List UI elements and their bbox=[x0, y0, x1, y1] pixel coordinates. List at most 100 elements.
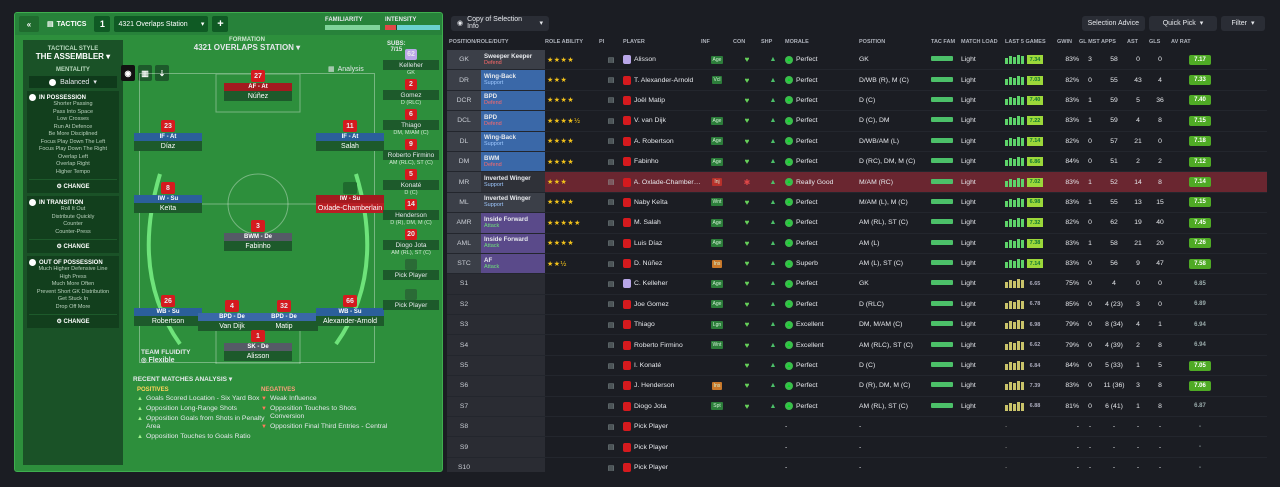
depth-view-icon[interactable]: ⇣ bbox=[155, 65, 169, 81]
tactical-style-select[interactable]: THE ASSEMBLER ▾ bbox=[35, 52, 111, 61]
role-duty[interactable] bbox=[481, 457, 545, 472]
pitch-player[interactable]: 3 BWM - De Fabinho bbox=[224, 220, 292, 251]
role-duty[interactable]: Sweeper Keeper Defend bbox=[481, 50, 545, 70]
table-row[interactable]: S2 ▤ Joe Gomez Age ♥ ▲ ▲ Perfect D (RLC) Light 6.7… bbox=[447, 294, 1267, 316]
pi-icon[interactable]: ▤ bbox=[607, 158, 615, 166]
player-cell[interactable]: C. Kelleher bbox=[623, 279, 701, 289]
player-cell[interactable]: Diogo Jota bbox=[623, 401, 701, 411]
sub-slot[interactable]: Pick Player bbox=[383, 289, 439, 317]
role-duty[interactable]: Inverted Winger Support bbox=[481, 172, 545, 192]
role-duty[interactable]: Inverted Winger Support bbox=[481, 192, 545, 213]
player-cell[interactable]: Roberto Firmino bbox=[623, 340, 701, 350]
table-row[interactable]: S10 ▤ Pick Player - - - - - - - - - bbox=[447, 457, 1267, 472]
pitch-player[interactable]: 26 WB - Su Robertson bbox=[134, 295, 202, 326]
table-row[interactable]: S3 ▤ Thiago Lgn ♥ ▲ ▲ Excellent DM, M/AM (C) Ligh… bbox=[447, 315, 1267, 336]
pi-icon[interactable]: ▤ bbox=[607, 138, 615, 146]
column-header[interactable]: APPS bbox=[1101, 39, 1116, 45]
tactic-select[interactable]: 4321 Overlaps Station ▾ bbox=[114, 16, 209, 32]
table-row[interactable]: DL Wing-Back Support ★★★★ ▤ A. Robertson Age ♥ ▲… bbox=[447, 131, 1267, 152]
player-cell[interactable]: Thiago bbox=[623, 320, 701, 330]
sub-slot[interactable]: 20 Diogo Jota AM (RL), ST (C) bbox=[383, 229, 439, 257]
pi-icon[interactable]: ▤ bbox=[607, 199, 615, 207]
sub-slot[interactable]: 6 Thiago DM, M/AM (C) bbox=[383, 109, 439, 137]
pi-icon[interactable]: ▤ bbox=[607, 444, 615, 452]
stats-view-icon[interactable]: ▥ bbox=[138, 65, 152, 81]
player-cell[interactable]: Pick Player bbox=[623, 442, 701, 452]
column-header[interactable]: CON bbox=[733, 39, 746, 45]
role-duty[interactable]: AF Attack bbox=[481, 253, 545, 274]
add-tactic-button[interactable]: + bbox=[212, 16, 229, 32]
player-cell[interactable]: A. Robertson bbox=[623, 136, 701, 146]
pitch-player[interactable]: 1 SK - De Alisson bbox=[224, 330, 292, 361]
column-header[interactable]: ROLE ABILITY bbox=[545, 39, 583, 45]
role-duty[interactable] bbox=[481, 335, 545, 355]
table-row[interactable]: DCR BPD Defend ★★★★ ▤ Joël Matip ♥ ▲ ▲ Perfect D (… bbox=[447, 90, 1267, 112]
column-header[interactable]: POSITION/ROLE/DUTY bbox=[449, 39, 509, 45]
pi-icon[interactable]: ▤ bbox=[607, 423, 615, 431]
pi-icon[interactable]: ▤ bbox=[607, 280, 615, 288]
pi-icon[interactable]: ▤ bbox=[607, 117, 615, 125]
column-header[interactable]: MATCH LOAD bbox=[961, 39, 998, 45]
role-duty[interactable] bbox=[481, 396, 545, 417]
pi-icon[interactable]: ▤ bbox=[607, 362, 615, 370]
role-duty[interactable]: Wing-Back Support bbox=[481, 131, 545, 151]
column-header[interactable]: AST bbox=[1127, 39, 1138, 45]
column-header[interactable]: INF bbox=[701, 39, 710, 45]
player-cell[interactable]: I. Konaté bbox=[623, 361, 701, 371]
pi-icon[interactable]: ▤ bbox=[607, 403, 615, 411]
table-row[interactable]: S4 ▤ Roberto Firmino Wnt ♥ ▲ ▲ Excellent AM (RLC… bbox=[447, 335, 1267, 356]
table-row[interactable]: S5 ▤ I. Konaté ♥ ▲ ▲ Perfect D (C) Light 6.84 84% 0… bbox=[447, 355, 1267, 377]
role-duty[interactable]: Inside Forward Attack bbox=[481, 233, 545, 253]
column-header[interactable]: GWIN bbox=[1057, 39, 1072, 45]
column-header[interactable]: GLS bbox=[1149, 39, 1161, 45]
table-row[interactable]: DCL BPD Defend ★★★★½ ▤ V. van Dijk Age ♥ ▲ ▲ Perfe… bbox=[447, 111, 1267, 132]
change-oop-button[interactable]: ⚙ CHANGE bbox=[29, 314, 117, 325]
player-cell[interactable]: J. Henderson bbox=[623, 381, 701, 391]
pitch-player[interactable]: 23 IF - At Díaz bbox=[134, 120, 202, 151]
player-cell[interactable]: T. Alexander-Arnold bbox=[623, 75, 701, 85]
table-row[interactable]: DM BWM Defend ★★★★ ▤ Fabinho Age ♥ ▲ ▲ Perfect D (R… bbox=[447, 151, 1267, 173]
tactic-slot[interactable]: 1 bbox=[94, 16, 111, 32]
sub-slot[interactable]: 5 Konaté D (C) bbox=[383, 169, 439, 197]
pitch-player[interactable]: 8 IW - Su Keïta bbox=[134, 182, 202, 213]
column-header[interactable]: TAC FAM bbox=[931, 39, 956, 45]
role-duty[interactable] bbox=[481, 437, 545, 457]
role-duty[interactable] bbox=[481, 376, 545, 396]
column-header[interactable]: AV RAT bbox=[1171, 39, 1191, 45]
analysis-button[interactable]: ▦ Analysis bbox=[328, 65, 364, 74]
pitch-player[interactable]: 32 BPD - De Matip bbox=[250, 300, 318, 331]
table-row[interactable]: S1 ▤ C. Kelleher Age ♥ ▲ ▲ Perfect GK Light 6.65 75… bbox=[447, 274, 1267, 295]
column-header[interactable]: PLAYER bbox=[623, 39, 645, 45]
role-duty[interactable] bbox=[481, 274, 545, 294]
pi-icon[interactable]: ▤ bbox=[607, 97, 615, 105]
pi-icon[interactable]: ▤ bbox=[607, 464, 615, 472]
role-duty[interactable]: Inside Forward Attack bbox=[481, 213, 545, 233]
table-row[interactable]: S8 ▤ Pick Player - - - - - - - - - bbox=[447, 417, 1267, 438]
player-cell[interactable]: Fabinho bbox=[623, 157, 701, 167]
column-header[interactable]: SHP bbox=[761, 39, 773, 45]
player-cell[interactable]: Joël Matip bbox=[623, 95, 701, 105]
table-row[interactable]: S6 ▤ J. Henderson Ins ♥ ▲ ▲ Perfect D (R), DM, M… bbox=[447, 376, 1267, 397]
role-duty[interactable] bbox=[481, 417, 545, 437]
column-header[interactable]: GL MST bbox=[1079, 39, 1100, 45]
sub-slot[interactable]: 14 Henderson D (R), DM, M (C) bbox=[383, 199, 439, 227]
table-row[interactable]: DR Wing-Back Support ★★★ ▤ T. Alexander-Arnol… bbox=[447, 70, 1267, 91]
player-cell[interactable]: Luis Díaz bbox=[623, 238, 701, 248]
pitch-player[interactable]: IW - Su Oxlade-Chamberlain bbox=[316, 182, 384, 213]
pi-icon[interactable]: ▤ bbox=[607, 77, 615, 85]
role-duty[interactable] bbox=[481, 294, 545, 315]
pi-icon[interactable]: ▤ bbox=[607, 240, 615, 248]
collapse-button[interactable]: « bbox=[19, 16, 39, 32]
view-select[interactable]: ◉ Copy of Selection Info ▾ bbox=[451, 15, 549, 31]
player-cell[interactable]: D. Núñez bbox=[623, 259, 701, 269]
table-row[interactable]: GK Sweeper Keeper Defend ★★★★ ▤ Alisson Age ♥ ▲ ▲… bbox=[447, 50, 1267, 71]
pi-icon[interactable]: ▤ bbox=[607, 342, 615, 350]
mentality-select[interactable]: Balanced ▾ bbox=[29, 76, 117, 88]
pi-icon[interactable]: ▤ bbox=[607, 219, 615, 227]
pi-icon[interactable]: ▤ bbox=[607, 321, 615, 329]
column-header[interactable]: PI bbox=[599, 39, 605, 45]
table-row[interactable]: AMR Inside Forward Attack ★★★★★ ▤ M. Salah Age… bbox=[447, 213, 1267, 234]
pi-icon[interactable]: ▤ bbox=[607, 56, 615, 64]
table-row[interactable]: AML Inside Forward Attack ★★★★ ▤ Luis Díaz Age… bbox=[447, 233, 1267, 254]
selection-advice-button[interactable]: Selection Advice bbox=[1081, 15, 1145, 31]
